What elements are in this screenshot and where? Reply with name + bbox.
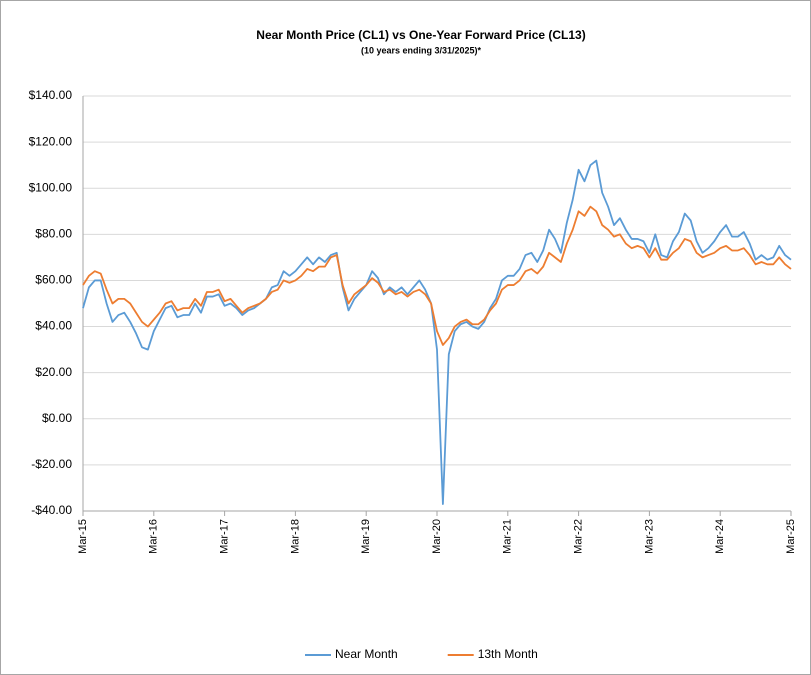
y-tick-label: $60.00 (35, 273, 72, 287)
y-tick-label: $80.00 (35, 227, 72, 241)
x-tick-label: Mar-25 (785, 519, 797, 554)
legend-label: 13th Month (478, 647, 538, 661)
y-tick-label: $120.00 (29, 134, 73, 148)
legend-label: Near Month (335, 647, 398, 661)
x-tick-label: Mar-23 (643, 519, 655, 554)
y-tick-label: -$20.00 (31, 457, 72, 471)
x-tick-label: Mar-17 (219, 519, 231, 554)
x-tick-label: Mar-15 (77, 519, 89, 554)
chart-subtitle: (10 years ending 3/31/2025)* (361, 45, 482, 55)
y-tick-label: $100.00 (29, 180, 73, 194)
series-line (82, 159, 792, 505)
x-tick-label: Mar-16 (148, 519, 160, 554)
x-tick-label: Mar-19 (360, 519, 372, 554)
x-tick-label: Mar-22 (573, 519, 585, 554)
series-line (82, 205, 792, 346)
chart-title: Near Month Price (CL1) vs One-Year Forwa… (256, 28, 585, 42)
x-tick-label: Mar-18 (289, 519, 301, 554)
y-tick-label: $40.00 (35, 319, 72, 333)
y-tick-label: $140.00 (29, 88, 73, 102)
y-tick-label: $0.00 (42, 411, 72, 425)
x-tick-label: Mar-24 (714, 519, 726, 554)
y-tick-label: $20.00 (35, 365, 72, 379)
x-tick-label: Mar-20 (431, 519, 443, 554)
y-tick-label: -$40.00 (31, 503, 72, 517)
x-tick-label: Mar-21 (502, 519, 514, 554)
